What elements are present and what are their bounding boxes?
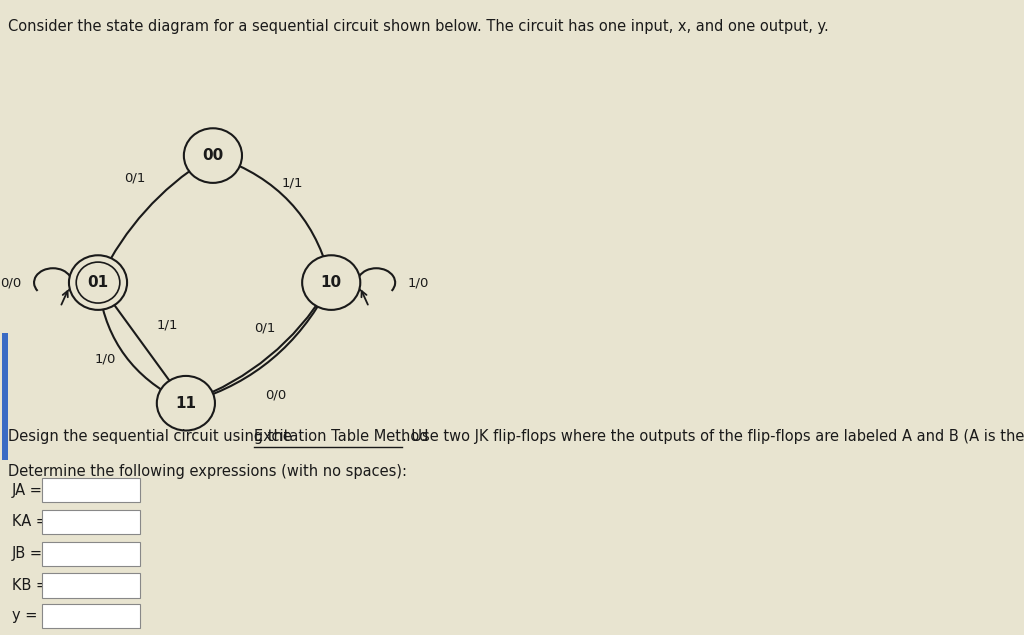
Text: 0/0: 0/0 bbox=[265, 389, 287, 401]
FancyBboxPatch shape bbox=[42, 573, 140, 598]
Text: JB =: JB = bbox=[12, 546, 43, 561]
Text: KA =: KA = bbox=[12, 514, 48, 530]
Text: 0/1: 0/1 bbox=[125, 171, 145, 184]
Text: 01: 01 bbox=[87, 275, 109, 290]
Text: 0/1: 0/1 bbox=[254, 321, 275, 334]
Circle shape bbox=[69, 255, 127, 310]
Text: 1/0: 1/0 bbox=[408, 276, 429, 289]
Text: 00: 00 bbox=[203, 148, 223, 163]
FancyBboxPatch shape bbox=[42, 478, 140, 502]
FancyBboxPatch shape bbox=[42, 510, 140, 534]
Text: 1/1: 1/1 bbox=[157, 319, 178, 331]
Text: 0/0: 0/0 bbox=[0, 276, 22, 289]
Text: 10: 10 bbox=[321, 275, 342, 290]
Text: Design the sequential circuit using the: Design the sequential circuit using the bbox=[8, 429, 297, 444]
Text: Consider the state diagram for a sequential circuit shown below. The circuit has: Consider the state diagram for a sequent… bbox=[8, 19, 828, 34]
Circle shape bbox=[157, 376, 215, 431]
Text: Determine the following expressions (with no spaces):: Determine the following expressions (wit… bbox=[8, 464, 408, 479]
FancyBboxPatch shape bbox=[42, 604, 140, 628]
FancyBboxPatch shape bbox=[2, 333, 8, 460]
Text: JA =: JA = bbox=[12, 483, 43, 498]
Text: 1/0: 1/0 bbox=[94, 352, 116, 365]
Circle shape bbox=[184, 128, 242, 183]
Text: y =: y = bbox=[12, 608, 38, 624]
Text: 1/1: 1/1 bbox=[282, 177, 303, 189]
FancyBboxPatch shape bbox=[42, 542, 140, 566]
Text: 11: 11 bbox=[175, 396, 197, 411]
Circle shape bbox=[302, 255, 360, 310]
Text: KB =: KB = bbox=[12, 578, 48, 593]
Text: . Use two JK flip-flops where the outputs of the flip-flops are labeled A and B : . Use two JK flip-flops where the output… bbox=[402, 429, 1024, 444]
Text: Excitation Table Method: Excitation Table Method bbox=[254, 429, 428, 444]
